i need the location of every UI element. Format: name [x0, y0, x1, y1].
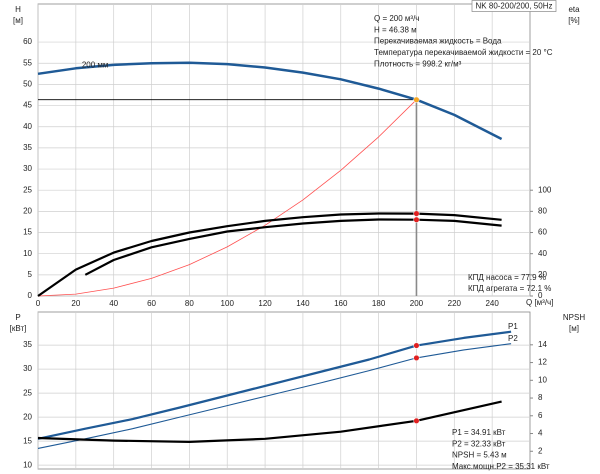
info-line: NPSH = 5.43 м [452, 451, 507, 460]
info-line: Плотность = 998.2 кг/м³ [374, 59, 462, 68]
y-tick-label: 55 [23, 58, 32, 67]
x-tick-label: 160 [334, 299, 348, 308]
x-tick-label: 200 [410, 299, 424, 308]
y-axis-label: [кВт] [10, 324, 27, 333]
info-line: P1 = 34.91 кВт [452, 428, 506, 437]
y-tick-label: 5 [28, 270, 33, 279]
y2-tick-label: 20 [538, 270, 547, 279]
y2-tick-label: 100 [538, 185, 552, 194]
y2-axis-label: NPSH [563, 313, 585, 322]
x-tick-label: 220 [448, 299, 462, 308]
y-tick-label: 10 [23, 460, 32, 469]
y-axis-label: [м] [13, 16, 23, 25]
curve [37, 343, 512, 449]
plot-area [37, 311, 531, 470]
x-tick-label: 40 [109, 299, 118, 308]
y-tick-label: 35 [23, 340, 32, 349]
x-tick-label: 60 [147, 299, 156, 308]
info-line: КПД насоса = 77.9 % [468, 273, 546, 282]
y-tick-label: 10 [23, 249, 32, 258]
y-tick-label: 50 [23, 80, 32, 89]
info-line: Макс.мощн.P2 = 35.31 кВт [452, 462, 550, 471]
y-tick-label: 40 [23, 122, 32, 131]
y2-tick-label: 0 [538, 291, 543, 300]
marker [413, 216, 420, 223]
x-tick-label: 140 [296, 299, 310, 308]
y-tick-label: 25 [23, 388, 32, 397]
series-label: 200 мм [82, 60, 109, 69]
x-tick-label: 100 [221, 299, 235, 308]
info-line: P2 = 32.33 кВт [452, 439, 506, 448]
y-tick-label: 15 [23, 228, 32, 237]
y2-tick-label: 40 [538, 249, 547, 258]
title-box [471, 0, 557, 12]
y-tick-label: 15 [23, 436, 32, 445]
y-tick-label: 20 [23, 412, 32, 421]
x-axis-label: Q [м³/ч] [526, 298, 553, 307]
info-line: КПД агрегата = 72.1 % [468, 284, 551, 293]
x-tick-label: 180 [372, 299, 386, 308]
x-tick-label: 80 [185, 299, 194, 308]
marker [413, 96, 420, 103]
y2-tick-label: 80 [538, 206, 547, 215]
y2-tick-label: 6 [538, 411, 543, 420]
y-tick-label: 45 [23, 101, 32, 110]
y-tick-label: 25 [23, 185, 32, 194]
marker [413, 354, 420, 361]
info-line: Температура перекачиваемой жидкости = 20… [374, 48, 553, 57]
y2-axis-label: [%] [568, 16, 580, 25]
x-tick-label: 20 [71, 299, 80, 308]
series-label: P1 [508, 322, 518, 331]
info-line: Q = 200 м³/ч [374, 14, 419, 23]
curve [37, 99, 417, 297]
y-tick-label: 0 [28, 291, 33, 300]
y-tick-label: 20 [23, 206, 32, 215]
y2-tick-label: 4 [538, 429, 543, 438]
x-tick-label: 240 [485, 299, 499, 308]
y-axis-label: P [15, 313, 20, 322]
y2-tick-label: 2 [538, 446, 543, 455]
y2-tick-label: 12 [538, 358, 547, 367]
y-tick-label: 30 [23, 164, 32, 173]
series-label: P2 [508, 334, 518, 343]
y2-axis-label: eta [568, 5, 580, 14]
curve [37, 330, 512, 440]
chart-title: NK 80-200/200, 50Hz [476, 2, 553, 11]
marker [413, 210, 420, 217]
y2-tick-label: 8 [538, 393, 543, 402]
marker [413, 342, 420, 349]
y-axis-label: H [15, 5, 21, 14]
x-tick-label: 120 [258, 299, 272, 308]
y-tick-label: 30 [23, 364, 32, 373]
y2-tick-label: 60 [538, 228, 547, 237]
y2-tick-label: 10 [538, 375, 547, 384]
plot-area [37, 3, 531, 297]
marker [413, 417, 420, 424]
y-tick-label: 60 [23, 37, 32, 46]
y2-axis-label: [м] [569, 324, 579, 333]
y-tick-label: 35 [23, 143, 32, 152]
info-line: H = 46.38 м [374, 25, 417, 34]
info-line: Перекачиваемая жидкость = Вода [374, 37, 502, 46]
x-tick-label: 0 [36, 299, 41, 308]
y2-tick-label: 14 [538, 340, 547, 349]
curve [84, 218, 502, 276]
